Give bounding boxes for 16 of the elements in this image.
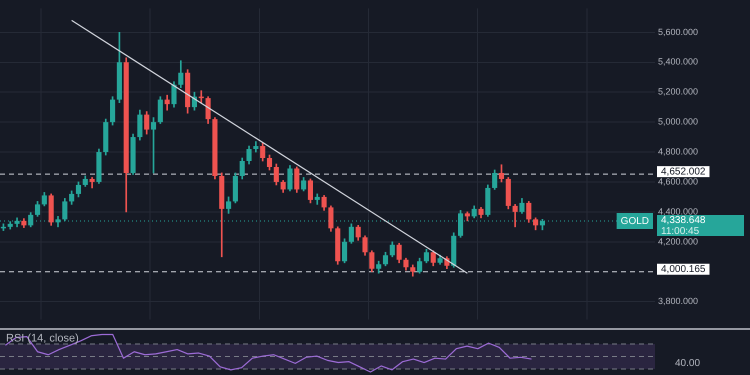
text: 40.00: [675, 358, 700, 369]
y-tick-label: 3,800.000: [658, 296, 698, 306]
text: 11:00:45: [661, 226, 700, 237]
y-tick-label: 4,400.000: [658, 206, 698, 216]
y-tick-label: 4,800.000: [658, 146, 698, 157]
ref-line-label: 4,338.648: [661, 214, 706, 226]
y-tick-label: 4,200.000: [658, 236, 698, 246]
annotation: GOLD: [620, 216, 650, 227]
y-tick-label: 5,600.000: [658, 26, 698, 37]
y-tick-label: 5,400.000: [658, 56, 698, 67]
candlestick: [150, 117, 156, 174]
ref-line-label: 4,000.165: [661, 264, 706, 275]
y-tick-label: 5,200.000: [658, 86, 698, 97]
ref-line-label: 4,652.002: [661, 166, 706, 178]
y-tick-label: 5,000.000: [658, 116, 698, 127]
y-tick-label: 4,600.000: [658, 176, 698, 186]
